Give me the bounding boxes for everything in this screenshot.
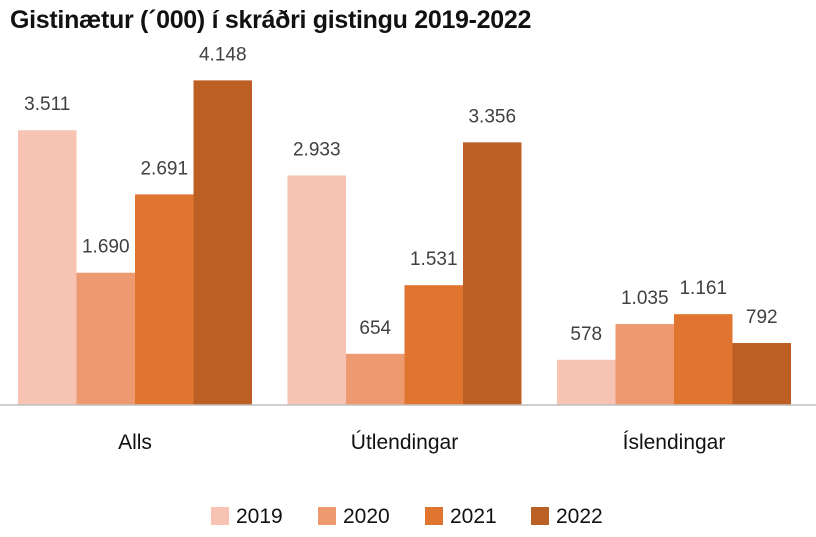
bar-islendingar-2020 [615, 324, 674, 405]
chart-title: Gistinætur (´000) í skráðri gistingu 201… [10, 6, 532, 34]
bar-alls-2020 [76, 272, 135, 405]
data-label-islendingar-2020: 1.035 [621, 288, 669, 309]
bars-group: 3.511 1.690 2.691 4.148 2.933 654 1.531 3.356 57… [18, 44, 791, 406]
data-label-utlendingar-2021: 1.531 [410, 249, 458, 270]
data-label-islendingar-2021: 1.161 [679, 278, 727, 299]
legend-swatch-2020 [318, 507, 336, 525]
bar-islendingar-2019 [557, 359, 616, 405]
legend-label-2022: 2022 [556, 505, 603, 528]
bar-utlendingar-2021 [404, 285, 463, 405]
bar-islendingar-2021 [674, 314, 733, 405]
category-label-islendingar: Íslendingar [623, 431, 726, 454]
bar-alls-2019 [18, 130, 77, 406]
data-label-alls-2019: 3.511 [24, 94, 70, 115]
category-label-alls: Alls [118, 431, 152, 454]
data-label-alls-2022: 4.148 [199, 44, 247, 65]
category-label-utlendingar: Útlendingar [351, 431, 458, 454]
data-label-alls-2021: 2.691 [140, 158, 188, 179]
legend: 2019 2020 2021 2022 [211, 505, 603, 528]
data-label-alls-2020: 1.690 [82, 237, 130, 258]
legend-swatch-2021 [425, 507, 443, 525]
bar-utlendingar-2020 [346, 353, 405, 405]
legend-swatch-2022 [531, 507, 549, 525]
legend-label-2020: 2020 [343, 505, 390, 528]
data-label-islendingar-2019: 578 [570, 324, 602, 345]
legend-label-2019: 2019 [236, 505, 283, 528]
data-label-utlendingar-2019: 2.933 [293, 139, 341, 160]
bar-islendingar-2022 [732, 343, 791, 405]
bar-alls-2021 [135, 194, 194, 405]
category-labels: Alls Útlendingar Íslendingar [118, 431, 725, 454]
legend-swatch-2019 [211, 507, 229, 525]
data-label-utlendingar-2020: 654 [359, 318, 391, 339]
data-label-utlendingar-2022: 3.356 [468, 106, 516, 127]
legend-label-2021: 2021 [450, 505, 497, 528]
data-label-islendingar-2022: 792 [746, 307, 778, 328]
bar-utlendingar-2022 [463, 142, 522, 406]
bar-utlendingar-2019 [287, 175, 346, 405]
bar-alls-2022 [193, 80, 252, 406]
